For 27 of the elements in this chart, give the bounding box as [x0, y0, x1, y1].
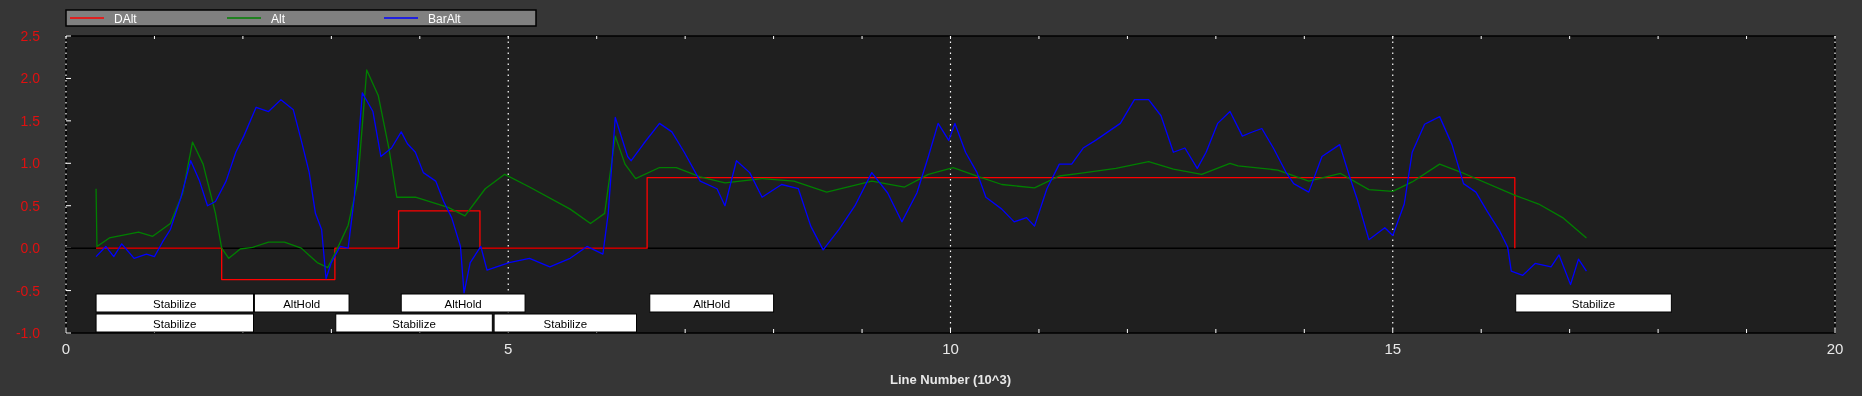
y-tick-label: 2.0	[20, 70, 41, 87]
legend-label: Alt	[271, 11, 286, 26]
band-label: AltHold	[283, 297, 321, 310]
legend-label: BarAlt	[428, 11, 462, 26]
x-tick-label: 5	[504, 340, 513, 357]
y-tick-label: 2.5	[20, 28, 41, 44]
band-label: AltHold	[444, 297, 482, 310]
band-label: Stabilize	[153, 297, 197, 310]
x-tick-label: 0	[61, 340, 71, 357]
x-tick-label: 10	[942, 340, 959, 357]
x-axis-title: Line Number (10^3)	[889, 372, 1012, 387]
band-label: AltHold	[693, 297, 731, 310]
line-series	[95, 69, 1588, 269]
y-tick-label: 1.0	[20, 155, 41, 172]
x-tick-label: 15	[1384, 340, 1402, 357]
legend-label: DAlt	[114, 11, 138, 26]
band-label: Stabilize	[543, 317, 588, 330]
band-label: Stabilize	[1571, 297, 1616, 310]
y-tick-label: -0.5	[15, 282, 41, 299]
line-series	[95, 92, 1588, 294]
band-label: Stabilize	[153, 317, 197, 330]
band-label: Stabilize	[392, 317, 436, 330]
y-tick-label: -1.0	[15, 325, 41, 341]
y-tick-label: 0.5	[20, 197, 41, 214]
y-tick-label: 1.5	[20, 112, 41, 129]
x-tick-label: 20	[1826, 340, 1844, 357]
y-tick-label: 0.0	[20, 240, 41, 257]
